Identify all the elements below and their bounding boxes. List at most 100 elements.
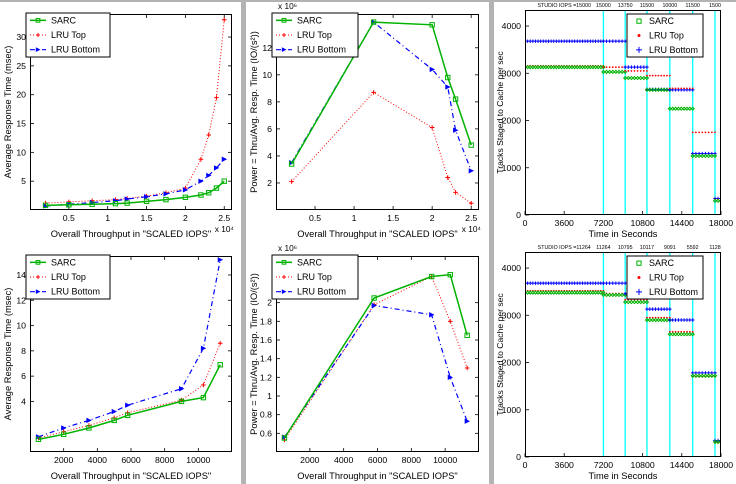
- svg-text:0: 0: [516, 452, 521, 462]
- svg-text:Average Response Time (msec): Average Response Time (msec): [3, 46, 13, 179]
- svg-text:LRU Bottom: LRU Bottom: [649, 287, 698, 297]
- svg-text:10: 10: [262, 70, 272, 80]
- svg-text:LRU Top: LRU Top: [297, 272, 332, 282]
- svg-text:Power = Thru/Avg. Resp. Time (: Power = Thru/Avg. Resp. Time (IO/(s²)): [249, 31, 259, 193]
- svg-text:1.8: 1.8: [260, 316, 272, 326]
- svg-text:18000: 18000: [709, 460, 733, 470]
- svg-text:11500: 11500: [686, 3, 700, 9]
- svg-text:6: 6: [21, 371, 26, 381]
- svg-text:LRU Top: LRU Top: [649, 273, 684, 283]
- svg-text:18000: 18000: [709, 218, 733, 228]
- svg-text:10800: 10800: [631, 460, 655, 470]
- svg-text:10: 10: [16, 321, 26, 331]
- svg-text:2: 2: [267, 298, 272, 308]
- svg-text:2000: 2000: [300, 455, 319, 465]
- svg-text:11500: 11500: [640, 3, 654, 9]
- svg-text:1.5: 1.5: [141, 213, 153, 223]
- svg-text:8: 8: [267, 97, 272, 107]
- svg-text:SARC: SARC: [649, 258, 675, 268]
- svg-text:LRU Top: LRU Top: [51, 272, 86, 282]
- svg-text:9091: 9091: [664, 245, 676, 251]
- svg-text:25: 25: [16, 61, 26, 71]
- svg-text:10000: 10000: [186, 455, 210, 465]
- svg-text:12: 12: [262, 43, 272, 53]
- svg-text:10117: 10117: [640, 245, 654, 251]
- svg-text:13750: 13750: [618, 3, 633, 9]
- svg-text:1.6: 1.6: [260, 335, 272, 345]
- svg-text:8: 8: [21, 346, 26, 356]
- svg-text:0.5: 0.5: [63, 213, 75, 223]
- svg-text:1: 1: [105, 213, 110, 223]
- svg-text:14: 14: [16, 270, 26, 280]
- svg-text:Tracks Staged to Cache per sec: Tracks Staged to Cache per sec: [495, 51, 505, 174]
- svg-text:1.5: 1.5: [387, 213, 399, 223]
- svg-text:4: 4: [267, 151, 272, 161]
- svg-text:Time in Seconds: Time in Seconds: [589, 229, 658, 239]
- svg-text:Overall Throughput in "SCALED: Overall Throughput in "SCALED IOPS": [297, 471, 457, 481]
- svg-text:5: 5: [21, 176, 26, 186]
- svg-text:0.5: 0.5: [309, 213, 321, 223]
- svg-text:x 10⁴: x 10⁴: [462, 224, 482, 234]
- svg-text:3600: 3600: [555, 460, 574, 470]
- svg-text:1500: 1500: [709, 3, 721, 9]
- svg-text:10800: 10800: [631, 218, 655, 228]
- svg-text:0.8: 0.8: [260, 410, 272, 420]
- svg-text:4: 4: [21, 396, 26, 406]
- svg-text:Overall Throughput in "SCALED: Overall Throughput in "SCALED IOPS": [51, 471, 211, 481]
- svg-text:10000: 10000: [433, 455, 457, 465]
- svg-text:SARC: SARC: [649, 16, 675, 26]
- svg-text:3600: 3600: [555, 218, 574, 228]
- svg-text:6000: 6000: [121, 455, 140, 465]
- svg-text:14400: 14400: [670, 460, 694, 470]
- svg-text:Average Response Time (msec): Average Response Time (msec): [3, 288, 13, 421]
- svg-text:4000: 4000: [502, 263, 521, 273]
- svg-text:7200: 7200: [594, 218, 613, 228]
- svg-text:x 10⁶: x 10⁶: [278, 1, 297, 11]
- svg-text:STUDIO IOPS =15000: STUDIO IOPS =15000: [537, 3, 590, 9]
- svg-text:Tracks Staged to Cache per sec: Tracks Staged to Cache per sec: [495, 293, 505, 416]
- svg-text:15000: 15000: [596, 3, 611, 9]
- svg-text:STUDIO IOPS =11264: STUDIO IOPS =11264: [538, 245, 591, 251]
- svg-text:SARC: SARC: [51, 15, 77, 25]
- svg-text:20: 20: [16, 90, 26, 100]
- svg-text:2000: 2000: [54, 455, 73, 465]
- svg-text:7200: 7200: [594, 460, 613, 470]
- svg-text:0: 0: [523, 460, 528, 470]
- svg-text:2.5: 2.5: [218, 213, 230, 223]
- svg-text:2: 2: [430, 213, 435, 223]
- svg-text:LRU Bottom: LRU Bottom: [649, 45, 698, 55]
- svg-text:14400: 14400: [670, 218, 694, 228]
- svg-text:6: 6: [267, 124, 272, 134]
- svg-text:8000: 8000: [402, 455, 421, 465]
- svg-text:SARC: SARC: [297, 257, 323, 267]
- svg-text:Overall Throughput in "SCALED: Overall Throughput in "SCALED IOPS": [51, 229, 211, 239]
- svg-text:LRU Bottom: LRU Bottom: [51, 287, 100, 297]
- svg-text:10: 10: [16, 147, 26, 157]
- svg-text:1.2: 1.2: [260, 372, 272, 382]
- svg-text:x 10⁶: x 10⁶: [278, 243, 297, 253]
- svg-text:2: 2: [267, 178, 272, 188]
- svg-text:4000: 4000: [334, 455, 353, 465]
- svg-text:2: 2: [183, 213, 188, 223]
- svg-text:1: 1: [267, 391, 272, 401]
- svg-text:11264: 11264: [596, 245, 610, 251]
- svg-text:10000: 10000: [662, 3, 677, 9]
- svg-text:6000: 6000: [368, 455, 387, 465]
- svg-text:Time in Seconds: Time in Seconds: [589, 471, 658, 481]
- svg-text:1.4: 1.4: [260, 354, 272, 364]
- svg-text:LRU Bottom: LRU Bottom: [297, 287, 346, 297]
- svg-text:15: 15: [16, 119, 26, 129]
- svg-text:1: 1: [352, 213, 357, 223]
- svg-text:LRU Top: LRU Top: [297, 30, 332, 40]
- svg-text:1128: 1128: [709, 245, 720, 251]
- svg-text:4000: 4000: [502, 21, 521, 31]
- svg-text:2.5: 2.5: [465, 213, 477, 223]
- svg-text:0: 0: [516, 210, 521, 220]
- svg-text:0: 0: [523, 218, 528, 228]
- svg-text:5592: 5592: [687, 245, 699, 251]
- svg-text:0.6: 0.6: [260, 428, 272, 438]
- svg-text:x 10⁴: x 10⁴: [215, 224, 235, 234]
- svg-text:4000: 4000: [88, 455, 107, 465]
- svg-text:12: 12: [16, 295, 26, 305]
- svg-text:8000: 8000: [155, 455, 174, 465]
